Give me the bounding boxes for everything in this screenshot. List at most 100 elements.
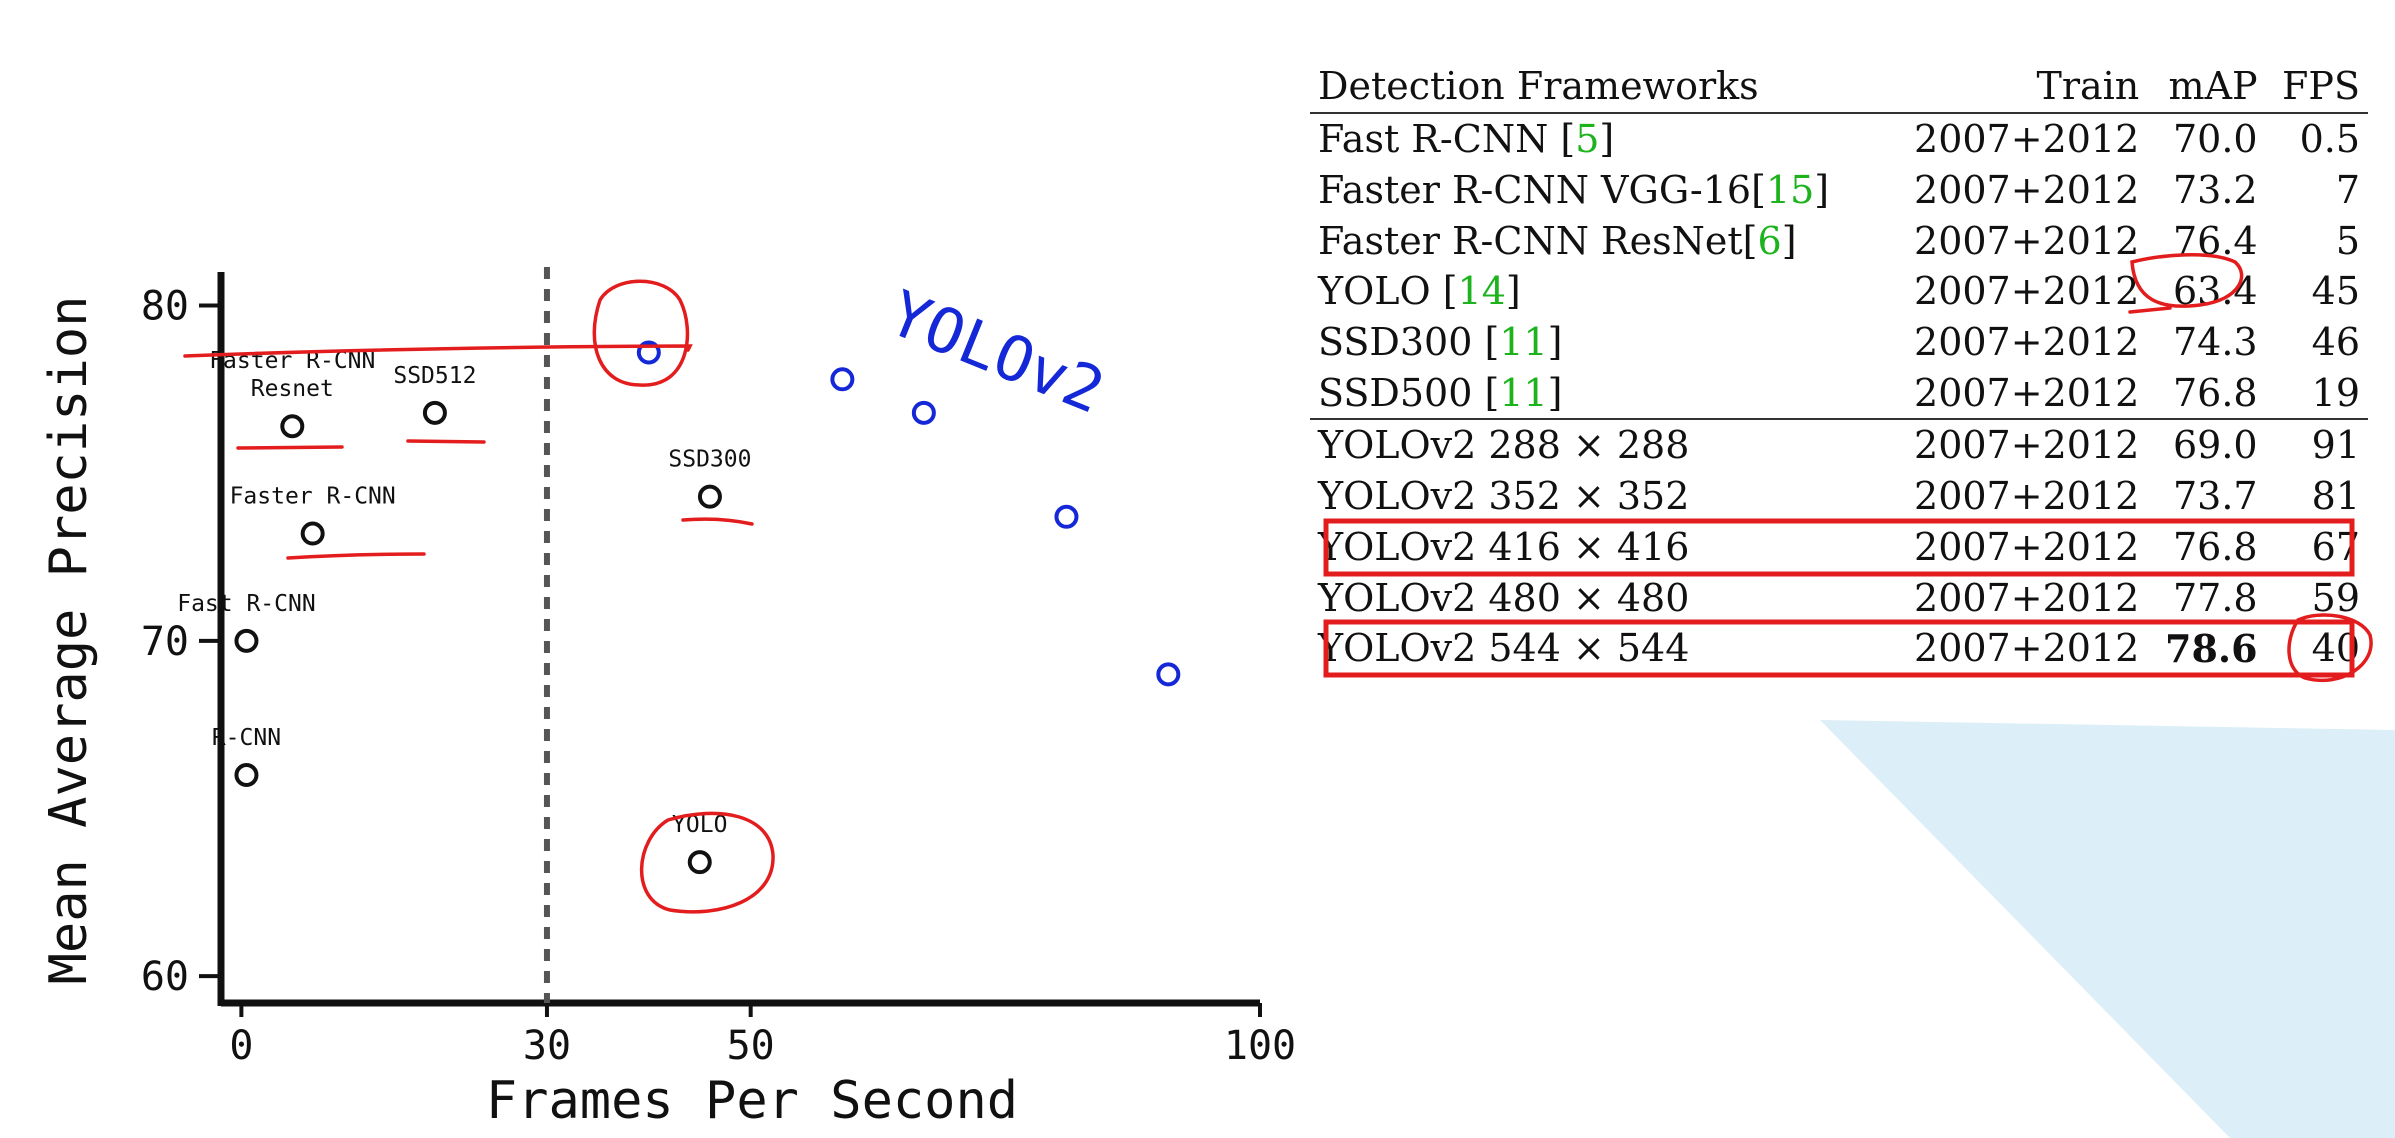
table-row: Faster R-CNN ResNet[6] 2007+2012 76.4 5	[1310, 215, 2368, 266]
point-label: YOLO	[672, 812, 727, 838]
detector-point	[422, 400, 447, 425]
cell-fps: 40	[2311, 626, 2360, 671]
cell-train: 2007+2012	[1914, 269, 2140, 314]
citation-bracket: ]	[1547, 370, 1563, 415]
framework-name: Fast R-CNN [	[1318, 117, 1576, 162]
cell-framework: YOLOv2 480 × 480	[1310, 572, 1884, 623]
cell-map: 78.6	[2165, 625, 2258, 671]
cell-map: 73.7	[2172, 474, 2258, 519]
cell-framework: YOLOv2 416 × 416	[1310, 522, 1884, 573]
cell-fps: 7	[2335, 168, 2360, 213]
framework-name: YOLOv2 352 × 352	[1318, 474, 1690, 519]
table-row: Fast R-CNN [5] 2007+2012 70.0 0.5	[1310, 113, 2368, 165]
citation-ref[interactable]: 5	[1575, 117, 1600, 162]
framework-name: YOLOv2 416 × 416	[1318, 524, 1690, 569]
yolov2-point	[1156, 662, 1181, 687]
framework-name: SSD300 [	[1318, 320, 1500, 365]
y-tick-label: 80	[141, 284, 189, 330]
table-row: YOLOv2 352 × 352 2007+2012 73.7 81	[1310, 471, 2368, 522]
cell-framework: SSD500 [11]	[1310, 367, 1884, 419]
y-tick-label: 70	[141, 619, 189, 665]
header-fps: FPS	[2282, 64, 2360, 108]
citation-ref[interactable]: 11	[1499, 320, 1548, 365]
table-row: YOLOv2 416 × 416 2007+2012 76.8 67	[1310, 522, 2368, 573]
cell-train: 2007+2012	[1914, 218, 2140, 263]
cell-framework: YOLOv2 352 × 352	[1310, 471, 1884, 522]
table-body: Fast R-CNN [5] 2007+2012 70.0 0.5 Faster R-C…	[1310, 113, 2368, 674]
cell-framework: SSD300 [11]	[1310, 317, 1884, 368]
cell-train: 2007+2012	[1914, 524, 2140, 569]
point-label: Faster R-CNN	[230, 484, 396, 510]
yolov2-point	[830, 367, 855, 392]
yolov2-point	[1054, 504, 1079, 529]
cell-fps: 0.5	[2299, 117, 2360, 162]
cell-fps: 46	[2311, 320, 2360, 365]
point-label: SSD512	[393, 363, 476, 389]
citation-bracket: ]	[1547, 320, 1563, 365]
yolov2-point	[636, 340, 661, 365]
framework-name: YOLOv2 480 × 480	[1318, 575, 1690, 620]
citation-bracket: ]	[1505, 269, 1521, 314]
x-tick-label: 30	[523, 1023, 571, 1069]
cell-train: 2007+2012	[1914, 626, 2140, 671]
detector-point	[234, 628, 259, 653]
cell-framework: Faster R-CNN VGG-16[15]	[1310, 165, 1884, 216]
x-tick-label: 100	[1224, 1023, 1296, 1069]
yolov2-series-annotation: YOLOv2	[879, 276, 1114, 428]
table-row: Faster R-CNN VGG-16[15] 2007+2012 73.2 7	[1310, 165, 2368, 216]
framework-name: Faster R-CNN ResNet[	[1318, 218, 1758, 263]
header-train: Train	[2036, 64, 2140, 108]
cell-map: 76.4	[2172, 218, 2258, 263]
cell-map: 74.3	[2172, 320, 2258, 365]
cell-map: 73.2	[2172, 168, 2258, 213]
cell-map: 77.8	[2172, 575, 2258, 620]
framework-name: SSD500 [	[1318, 370, 1500, 415]
cell-map: 76.8	[2172, 370, 2258, 415]
cell-fps: 19	[2311, 370, 2360, 415]
cell-fps: 45	[2311, 269, 2360, 314]
citation-ref[interactable]: 14	[1457, 269, 1506, 314]
cell-map: 70.0	[2172, 117, 2258, 162]
point-label: SSD300	[668, 447, 751, 473]
framework-name: Faster R-CNN VGG-16[	[1318, 168, 1766, 213]
framework-name: YOLOv2 288 × 288	[1318, 423, 1690, 468]
y-tick-label: 60	[141, 954, 189, 1000]
cell-train: 2007+2012	[1914, 168, 2140, 213]
cell-train: 2007+2012	[1914, 117, 2140, 162]
cell-fps: 91	[2265, 418, 2368, 471]
cell-framework: Fast R-CNN [5]	[1310, 113, 1884, 165]
yolov2-point	[911, 400, 936, 425]
header-map: mAP	[2168, 64, 2258, 108]
table-header-row: Detection Frameworks Train mAP FPS	[1310, 60, 2368, 113]
cell-framework: Faster R-CNN ResNet[6]	[1310, 215, 1884, 266]
x-axis-title: Frames Per Second	[486, 1071, 1018, 1131]
point-label: Faster R-CNN	[209, 348, 375, 374]
detector-point	[687, 850, 712, 875]
citation-ref[interactable]: 6	[1757, 218, 1782, 263]
y-axis-title: Mean Average Precision	[39, 296, 99, 985]
chart-axes: 0 30 50 100 60 70 80	[141, 267, 1296, 1069]
cell-map: 69.0	[2147, 418, 2266, 471]
light-blue-triangle	[1820, 720, 2395, 1138]
citation-bracket: ]	[1814, 168, 1830, 213]
framework-name: YOLO [	[1318, 269, 1458, 314]
table-row: YOLOv2 480 × 480 2007+2012 77.8 59	[1310, 572, 2368, 623]
citation-ref[interactable]: 15	[1765, 168, 1815, 213]
citation-bracket: ]	[1781, 218, 1797, 263]
x-tick-label: 50	[727, 1023, 775, 1069]
cell-map: 76.8	[2172, 524, 2258, 569]
point-label: R-CNN	[212, 725, 281, 751]
cell-fps: 81	[2311, 474, 2360, 519]
detector-point	[234, 762, 259, 787]
cell-train: 2007+2012	[1884, 418, 2148, 471]
cell-fps: 59	[2311, 575, 2360, 620]
citation-ref[interactable]: 11	[1499, 370, 1548, 415]
cell-map: 63.4	[2172, 269, 2258, 314]
x-tick-label: 0	[229, 1023, 253, 1069]
table-row: SSD500 [11] 2007+2012 76.8 19	[1310, 367, 2368, 419]
detector-point	[280, 414, 305, 439]
framework-name: YOLOv2 544 × 544	[1318, 626, 1690, 671]
